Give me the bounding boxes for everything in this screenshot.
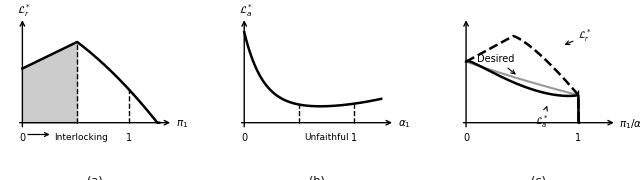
Text: Interlocking: Interlocking — [54, 132, 108, 141]
Text: 1: 1 — [126, 132, 132, 143]
Text: (a): (a) — [87, 176, 103, 180]
Text: 0: 0 — [19, 132, 26, 143]
Text: 0: 0 — [241, 132, 247, 143]
Text: $\mathcal{L}_a^*$: $\mathcal{L}_a^*$ — [239, 3, 253, 19]
Text: (b): (b) — [309, 176, 324, 180]
Text: (c): (c) — [531, 176, 546, 180]
Text: 1: 1 — [351, 132, 357, 143]
Text: Unfaithful: Unfaithful — [304, 132, 349, 141]
Text: $\alpha_1$: $\alpha_1$ — [397, 118, 410, 130]
Text: 0: 0 — [463, 132, 469, 143]
Text: $\mathcal{L}_r^*$: $\mathcal{L}_r^*$ — [566, 28, 592, 45]
Text: 1: 1 — [575, 132, 581, 143]
Text: $\mathcal{L}_r^*$: $\mathcal{L}_r^*$ — [17, 3, 31, 19]
Text: $\pi_1/\alpha_1$: $\pi_1/\alpha_1$ — [620, 117, 640, 130]
Text: $\mathcal{L}_a^*$: $\mathcal{L}_a^*$ — [534, 107, 548, 130]
Text: Desired: Desired — [477, 54, 515, 74]
Text: $\pi_1$: $\pi_1$ — [176, 118, 188, 130]
